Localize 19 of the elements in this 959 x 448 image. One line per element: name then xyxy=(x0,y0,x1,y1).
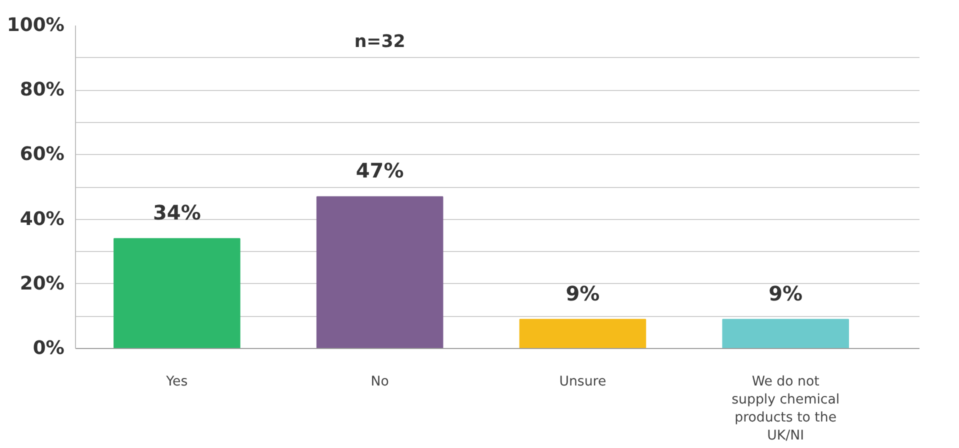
y-tick-label: 80% xyxy=(20,80,65,101)
x-tick-label: No xyxy=(370,374,389,390)
data-label: 9% xyxy=(768,281,803,306)
x-tick-label: Yes xyxy=(165,374,188,390)
data-label: 47% xyxy=(356,158,404,183)
y-tick-label: 0% xyxy=(32,338,65,359)
y-tick-label: 60% xyxy=(20,144,65,166)
y-tick-label: 40% xyxy=(20,208,65,230)
data-label: 9% xyxy=(566,281,600,306)
bar xyxy=(722,318,849,348)
x-tick-label: We do not supply chemical products to the UK/NI xyxy=(732,374,840,444)
data-label: 34% xyxy=(153,200,201,225)
bar xyxy=(316,196,444,348)
annotation: n=32 xyxy=(354,32,406,52)
x-tick-label: Unsure xyxy=(559,374,606,390)
y-tick-label: 20% xyxy=(20,273,65,294)
y-tick-label: 100% xyxy=(6,15,65,36)
bar xyxy=(519,318,646,348)
bar xyxy=(114,238,240,348)
